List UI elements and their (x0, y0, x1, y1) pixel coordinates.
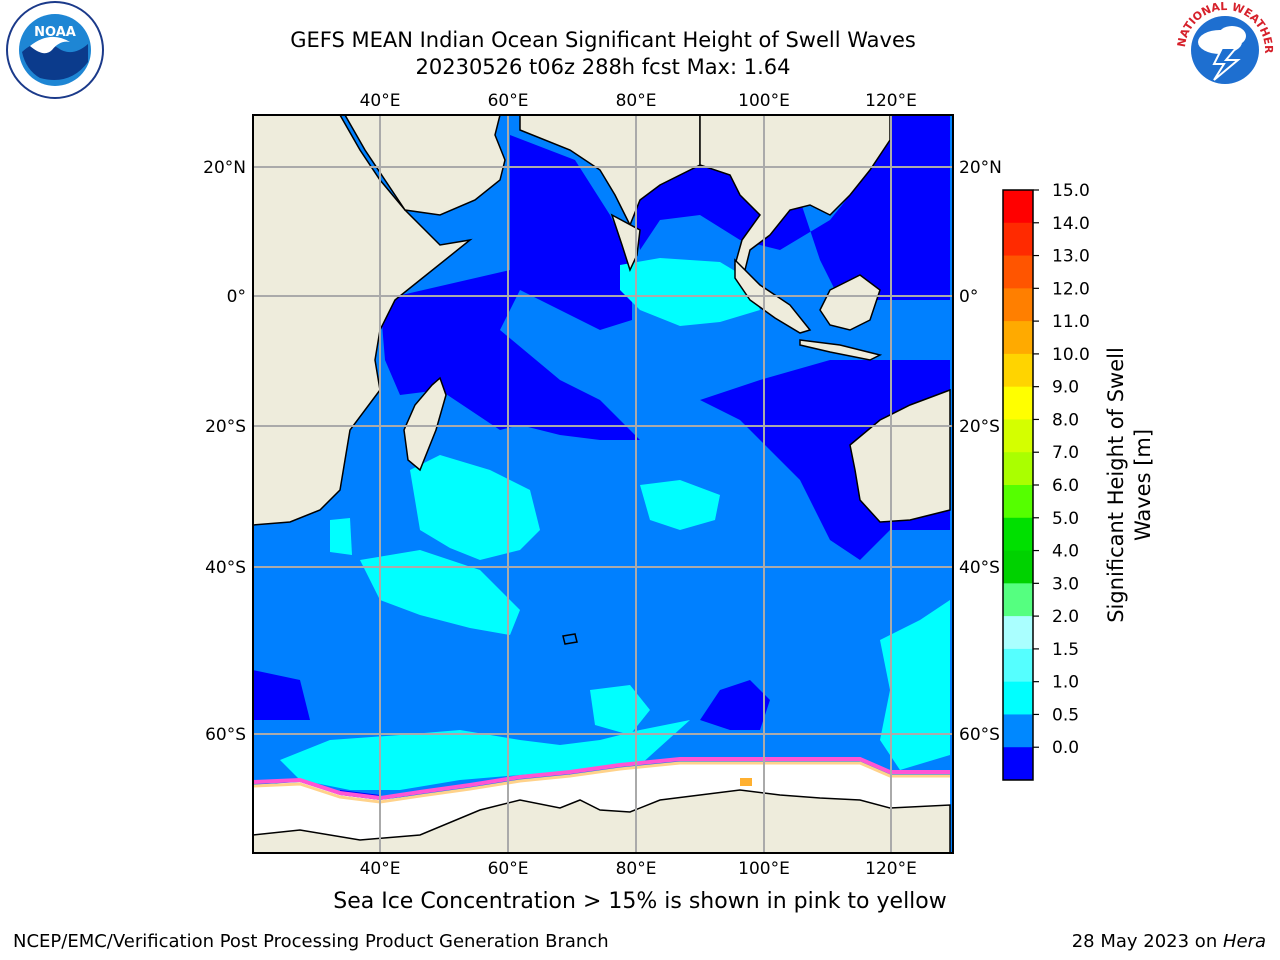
colorbar-tick-label: 5.0 (1052, 509, 1079, 529)
lat-label-left: 20°N (203, 158, 246, 178)
colorbar-swatch (1003, 288, 1033, 322)
lon-labels-bottom: 40°E 60°E 80°E 100°E 120°E (360, 859, 917, 879)
colorbar-title-line2: Waves [m] (1131, 429, 1155, 541)
colorbar-tick-label: 1.5 (1052, 640, 1079, 660)
lat-label-left: 0° (227, 287, 246, 307)
map-frame (252, 114, 954, 854)
chart-title: GEFS MEAN Indian Ocean Significant Heigh… (290, 28, 916, 52)
lon-label-top: 60°E (488, 91, 529, 111)
colorbar-tick-label: 12.0 (1052, 279, 1090, 299)
colorbar-swatch (1003, 452, 1033, 486)
colorbar-swatch (1003, 321, 1033, 355)
lon-label-top: 40°E (360, 91, 401, 111)
colorbar-swatch (1003, 222, 1033, 257)
sea-ice-note: Sea Ice Concentration > 15% is shown in … (333, 889, 947, 914)
colorbar-swatch (1003, 419, 1033, 453)
graticule (253, 115, 953, 853)
colorbar-tick-label: 11.0 (1052, 312, 1090, 332)
colorbar-tick-label: 1.0 (1052, 673, 1079, 693)
lat-labels-right: 20°N 0° 20°S 40°S 60°S (959, 158, 1002, 745)
lon-label-bottom: 100°E (738, 859, 790, 879)
colorbar-swatch (1003, 190, 1033, 224)
colorbar-tick-label: 7.0 (1052, 443, 1079, 463)
colorbar-swatch (1003, 485, 1033, 519)
kerguelen-island (562, 633, 578, 645)
colorbar-swatch (1003, 648, 1033, 683)
lat-label-left: 60°S (205, 725, 246, 745)
lat-labels-left: 20°N 0° 20°S 40°S 60°S (203, 158, 246, 745)
lon-label-bottom: 40°E (360, 859, 401, 879)
colorbar: 15.0 14.0 13.0 12.0 11.0 10.0 9.0 8.0 7.0 6.0 5.0 4… (1002, 181, 1090, 781)
map-area (253, 115, 953, 853)
lon-label-bottom: 120°E (865, 859, 917, 879)
footer-credit: NCEP/EMC/Verification Post Processing Pr… (13, 931, 609, 952)
svg-text:NATIONAL WEATHER SERVICE: NATIONAL WEATHER SERVICE (0, 0, 1275, 54)
colorbar-tick-label: 4.0 (1052, 542, 1079, 562)
lat-label-right: 40°S (959, 558, 1000, 578)
footer-host: Hera (1222, 931, 1266, 952)
colorbar-tick-label: 8.0 (1052, 410, 1079, 430)
colorbar-swatch (1003, 517, 1033, 552)
colorbar-swatch (1003, 681, 1033, 715)
noaa-logo: NOAA (6, 1, 104, 99)
lat-label-right: 60°S (959, 725, 1000, 745)
colorbar-tick-label: 2.0 (1052, 607, 1079, 627)
lon-label-top: 80°E (616, 91, 657, 111)
colorbar-swatch (1003, 255, 1033, 289)
colorbar-tick-label: 6.0 (1052, 476, 1079, 496)
lon-label-top: 100°E (738, 91, 790, 111)
lon-labels-top: 40°E 60°E 80°E 100°E 120°E (360, 91, 917, 111)
colorbar-tick-label: 3.0 (1052, 574, 1079, 594)
footer-date: 28 May 2023 on Hera (1072, 931, 1266, 952)
colorbar-tick-label: 13.0 (1052, 247, 1090, 267)
colorbar-tick-label: 10.0 (1052, 345, 1090, 365)
nws-logo-text: NATIONAL WEATHER SERVICE (0, 0, 1275, 54)
lat-label-right: 20°N (959, 158, 1002, 178)
lon-label-top: 120°E (865, 91, 917, 111)
colorbar-title-line1: Significant Height of Swell (1104, 347, 1128, 623)
lat-label-left: 20°S (205, 417, 246, 437)
lon-label-bottom: 80°E (616, 859, 657, 879)
colorbar-swatch (1003, 386, 1033, 420)
colorbar-swatch (1003, 583, 1033, 617)
colorbar-title: Significant Height of Swell Waves [m] (1104, 347, 1155, 623)
lon-label-bottom: 60°E (488, 859, 529, 879)
colorbar-tick-label: 9.0 (1052, 378, 1079, 398)
lat-label-left: 40°S (205, 558, 246, 578)
footer-date-text: 28 May 2023 on (1071, 931, 1223, 952)
lat-label-right: 20°S (959, 417, 1000, 437)
colorbar-tick-label: 0.0 (1052, 738, 1079, 758)
colorbar-swatch (1003, 616, 1033, 650)
colorbar-swatch (1003, 747, 1033, 781)
nws-logo: NATIONAL WEATHER SERVICE (0, 0, 1275, 98)
colorbar-swatch (1003, 353, 1033, 388)
chart-subtitle: 20230526 t06z 288h fcst Max: 1.64 (415, 55, 791, 79)
lat-label-right: 0° (959, 287, 978, 307)
colorbar-swatch (1003, 714, 1033, 748)
noaa-logo-text: NOAA (34, 25, 76, 40)
colorbar-tick-label: 15.0 (1052, 181, 1090, 201)
colorbar-swatch (1003, 550, 1033, 584)
colorbar-tick-label: 0.5 (1052, 705, 1079, 725)
colorbar-tick-label: 14.0 (1052, 214, 1090, 234)
